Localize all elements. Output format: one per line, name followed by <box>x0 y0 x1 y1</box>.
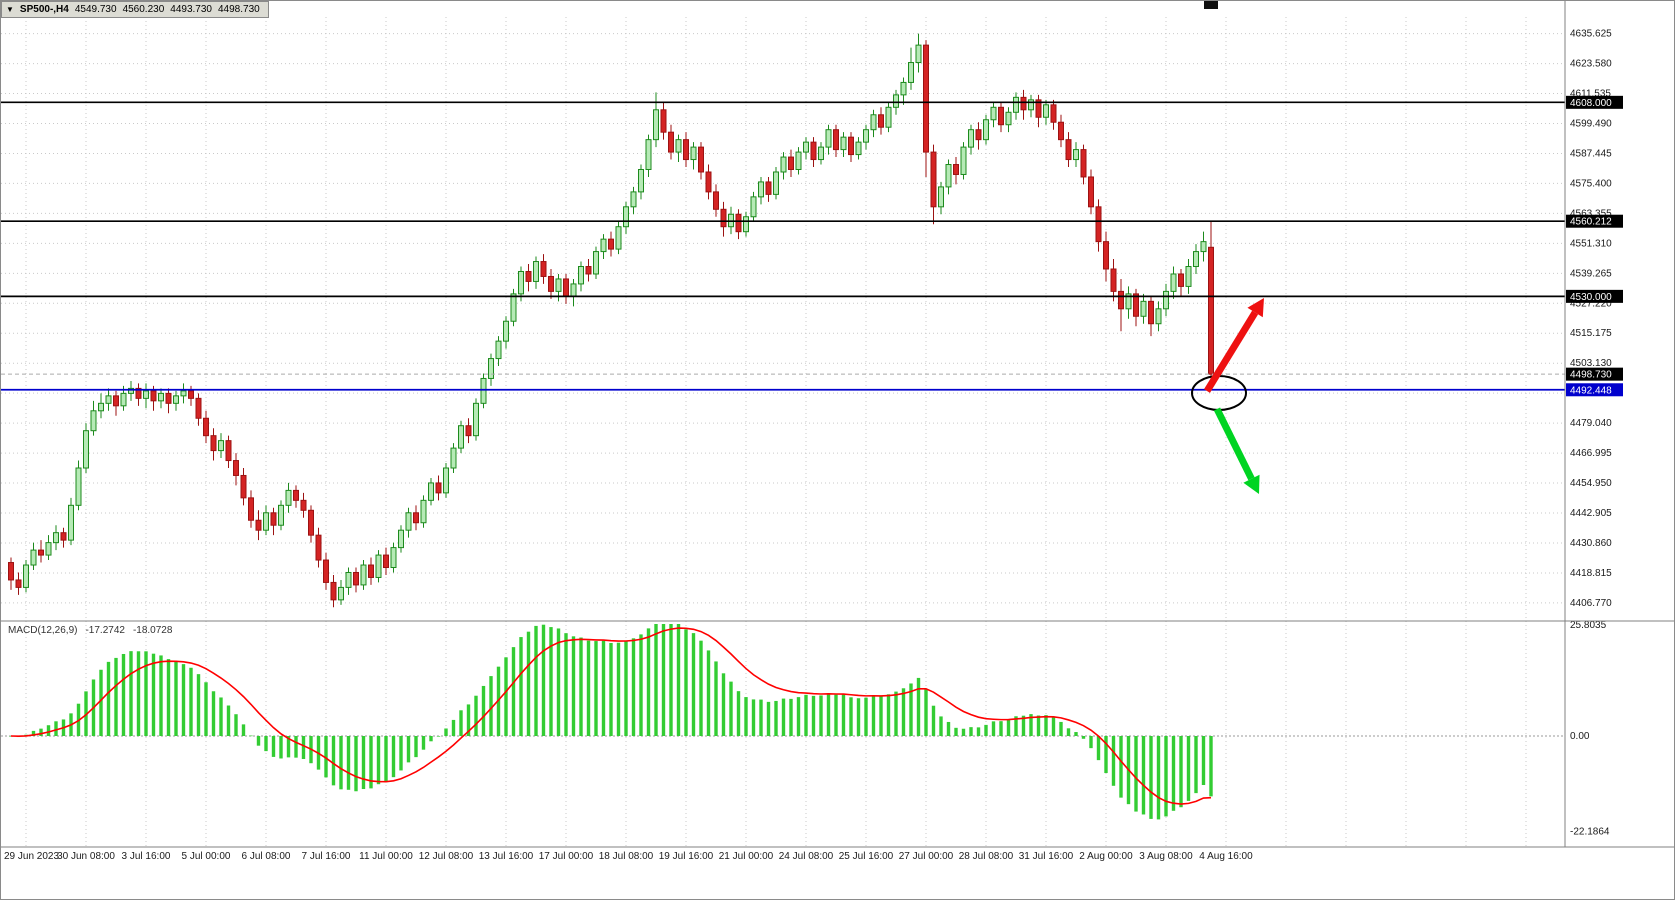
svg-text:4 Aug 16:00: 4 Aug 16:00 <box>1199 851 1253 862</box>
svg-text:3 Jul 16:00: 3 Jul 16:00 <box>122 851 171 862</box>
svg-text:4611.535: 4611.535 <box>1570 89 1611 100</box>
svg-text:25.8035: 25.8035 <box>1570 620 1607 631</box>
macd-signal-value: -18.0728 <box>132 625 173 636</box>
svg-text:4406.770: 4406.770 <box>1570 598 1612 609</box>
macd-value: -17.2742 <box>85 625 125 636</box>
svg-text:27 Jul 00:00: 27 Jul 00:00 <box>899 851 954 862</box>
svg-text:4527.220: 4527.220 <box>1570 298 1612 309</box>
svg-text:25 Jul 16:00: 25 Jul 16:00 <box>839 851 894 862</box>
svg-text:4575.400: 4575.400 <box>1570 178 1612 189</box>
macd-histogram <box>9 624 1213 820</box>
symbol-period-label: SP500-,H4 <box>19 4 69 15</box>
chart-shift-marker[interactable] <box>1204 1 1218 9</box>
svg-text:4608.000: 4608.000 <box>1570 98 1612 109</box>
green-down-arrow[interactable] <box>1213 407 1255 481</box>
svg-text:4503.130: 4503.130 <box>1570 358 1612 369</box>
svg-text:4623.580: 4623.580 <box>1570 59 1612 70</box>
svg-text:12 Jul 08:00: 12 Jul 08:00 <box>419 851 474 862</box>
svg-text:2 Aug 00:00: 2 Aug 00:00 <box>1079 851 1133 862</box>
svg-text:4442.905: 4442.905 <box>1570 508 1612 519</box>
svg-text:28 Jul 08:00: 28 Jul 08:00 <box>959 851 1014 862</box>
price-tag <box>1566 289 1623 303</box>
svg-text:3 Aug 08:00: 3 Aug 08:00 <box>1139 851 1193 862</box>
price-tag <box>1566 383 1623 397</box>
svg-text:18 Jul 08:00: 18 Jul 08:00 <box>599 851 654 862</box>
svg-text:4563.355: 4563.355 <box>1570 208 1612 219</box>
svg-text:11 Jul 00:00: 11 Jul 00:00 <box>359 851 413 862</box>
svg-text:29 Jun 2023: 29 Jun 2023 <box>4 851 59 862</box>
svg-text:4587.445: 4587.445 <box>1570 148 1612 159</box>
high-value: 4560.230 <box>122 4 165 15</box>
svg-text:4418.815: 4418.815 <box>1570 568 1612 579</box>
svg-text:4539.265: 4539.265 <box>1570 268 1612 279</box>
svg-text:4635.625: 4635.625 <box>1570 29 1612 40</box>
svg-text:5 Jul 00:00: 5 Jul 00:00 <box>182 851 231 862</box>
svg-text:4479.040: 4479.040 <box>1570 418 1612 429</box>
svg-text:24 Jul 08:00: 24 Jul 08:00 <box>779 851 834 862</box>
price-tag <box>1566 367 1623 381</box>
svg-text:4530.000: 4530.000 <box>1570 292 1612 303</box>
svg-text:4466.995: 4466.995 <box>1570 448 1612 459</box>
macd-signal-line <box>10 627 1212 805</box>
macd-name: MACD(12,26,9) <box>8 625 78 636</box>
svg-text:4515.175: 4515.175 <box>1570 328 1612 339</box>
red-up-arrow[interactable] <box>1204 310 1259 393</box>
svg-text:6 Jul 08:00: 6 Jul 08:00 <box>242 851 291 862</box>
symbol-dropdown-icon[interactable]: ▼ <box>6 4 14 14</box>
svg-text:4498.730: 4498.730 <box>1570 370 1612 381</box>
price-tag <box>1566 95 1623 109</box>
svg-text:4551.310: 4551.310 <box>1570 238 1612 249</box>
svg-text:4430.860: 4430.860 <box>1570 538 1612 549</box>
svg-text:4492.448: 4492.448 <box>1570 385 1612 396</box>
low-value: 4493.730 <box>170 4 212 15</box>
price-tag <box>1566 214 1623 228</box>
svg-text:21 Jul 00:00: 21 Jul 00:00 <box>719 851 774 862</box>
macd-indicator-label: MACD(12,26,9) -17.2742 -18.0728 <box>8 625 172 636</box>
svg-text:7 Jul 16:00: 7 Jul 16:00 <box>302 851 351 862</box>
red-up-arrow-head[interactable] <box>1247 298 1264 318</box>
close-value: 4498.730 <box>218 4 260 15</box>
svg-text:17 Jul 00:00: 17 Jul 00:00 <box>539 851 594 862</box>
chart-window-titlebar[interactable]: ▼ SP500-,H4 4549.730 4560.230 4493.730 4… <box>1 1 269 18</box>
svg-text:13 Jul 16:00: 13 Jul 16:00 <box>479 851 534 862</box>
svg-text:4599.490: 4599.490 <box>1570 119 1612 130</box>
green-down-arrow-head[interactable] <box>1243 474 1260 494</box>
candles[interactable] <box>8 33 1214 608</box>
svg-text:-22.1864: -22.1864 <box>1570 826 1610 837</box>
svg-text:4454.950: 4454.950 <box>1570 478 1612 489</box>
open-value: 4549.730 <box>74 4 117 15</box>
svg-text:0.00: 0.00 <box>1570 731 1590 742</box>
svg-text:31 Jul 16:00: 31 Jul 16:00 <box>1019 851 1074 862</box>
svg-text:4560.212: 4560.212 <box>1570 217 1612 228</box>
svg-text:19 Jul 16:00: 19 Jul 16:00 <box>659 851 714 862</box>
svg-text:30 Jun 08:00: 30 Jun 08:00 <box>57 851 115 862</box>
